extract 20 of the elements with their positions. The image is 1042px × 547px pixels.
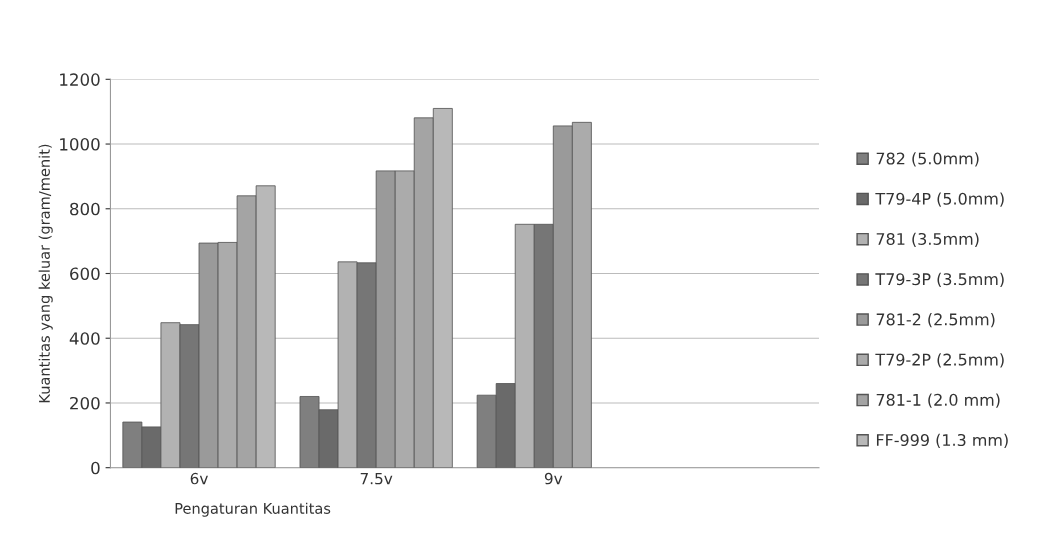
legend-label: FF-999 (1.3 mm) (876, 433, 1008, 448)
legend-label: 781-1 (2.0 mm) (876, 393, 1000, 408)
y-tick-label: 1000 (60, 138, 100, 151)
legend-label: 782 (5.0mm) (876, 152, 979, 167)
x-axis-title: Pengaturan Kuantitas (175, 502, 331, 517)
legend-label: 781 (3.5mm) (876, 232, 979, 247)
x-tick-label: 6v (190, 472, 208, 485)
y-tick-label: 800 (70, 202, 100, 216)
legend-label: 781-2 (2.5mm) (876, 313, 995, 328)
y-tick-label: 400 (69, 332, 100, 345)
y-tick-label: 0 (91, 461, 100, 475)
y-tick-label: 1200 (60, 73, 100, 86)
y-tick-label: 200 (70, 396, 100, 410)
x-tick-label: 7.5v (360, 473, 393, 485)
legend-label: T79-3P (3.5mm) (875, 272, 1004, 288)
x-tick-label: 9v (544, 472, 563, 485)
y-axis-title: Kuantitas yang keluar (gram/menit) (38, 144, 53, 403)
y-tick-label: 600 (70, 267, 100, 281)
legend-label: T79-2P (2.5mm) (875, 353, 1004, 368)
legend-label: T79-4P (5.0mm) (875, 192, 1004, 207)
